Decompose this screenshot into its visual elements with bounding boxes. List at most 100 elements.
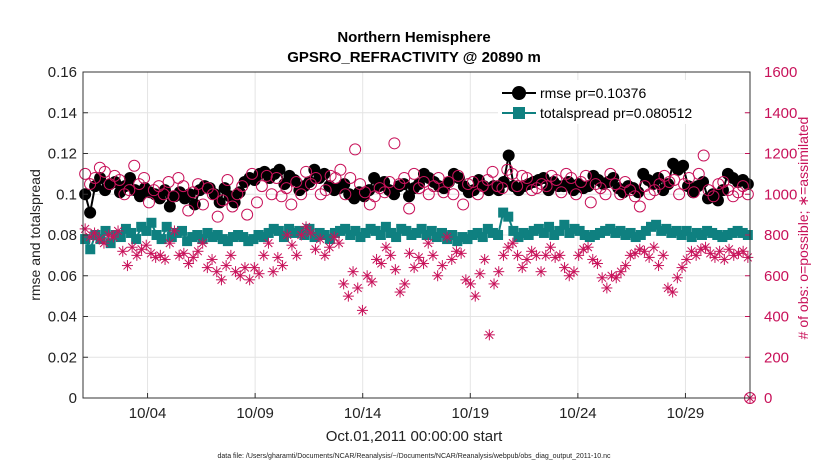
totalspread-point [131, 234, 142, 245]
legend-spread-marker [513, 107, 525, 119]
obs-possible-point [412, 182, 425, 195]
obs-possible-point [309, 171, 322, 184]
obs-assimilated-point [117, 245, 129, 257]
obs-possible-point [408, 167, 421, 180]
obs-assimilated-point [103, 229, 115, 241]
y-left-tick-label: 0.06 [48, 268, 77, 285]
obs-assimilated-point [356, 304, 368, 316]
rmse-point [273, 163, 286, 176]
obs-possible-point [624, 184, 637, 197]
rmse-point [711, 194, 724, 207]
rmse-point [123, 171, 136, 184]
totalspread-point [156, 234, 167, 245]
obs-assimilated-point [328, 231, 340, 243]
obs-possible-point [246, 167, 259, 180]
obs-assimilated-point [234, 270, 246, 282]
obs-assimilated-point [140, 239, 152, 251]
obs-possible-point [457, 198, 470, 211]
totalspread-point [187, 232, 198, 243]
obs-possible-point [128, 159, 141, 172]
obs-assimilated-point [399, 278, 411, 290]
obs-assimilated-point [512, 249, 524, 261]
obs-assimilated-point [479, 253, 491, 265]
y-left-tick-label: 0.14 [48, 105, 77, 122]
totalspread-point [273, 225, 284, 236]
obs-possible-point [486, 165, 499, 178]
obs-assimilated-point [549, 251, 561, 263]
totalspread-point [227, 232, 238, 243]
obs-possible-point [177, 180, 190, 193]
totalspread-point [702, 225, 713, 236]
totalspread-point [120, 223, 131, 234]
obs-possible-point [687, 186, 700, 199]
obs-possible-point [697, 149, 710, 162]
obs-assimilated-point [215, 274, 227, 286]
totalspread-point [335, 225, 346, 236]
obs-assimilated-point [408, 262, 420, 274]
obs-assimilated-point [385, 249, 397, 261]
totalspread-point [681, 225, 692, 236]
obs-assimilated-point [742, 251, 754, 263]
obs-assimilated-point [657, 249, 669, 261]
obs-assimilated-point [535, 266, 547, 278]
totalspread-point [105, 238, 116, 249]
obs-possible-point [712, 178, 725, 191]
obs-assimilated-point [582, 241, 594, 253]
totalspread-point [477, 232, 488, 243]
totalspread-point [732, 225, 743, 236]
totalspread-point [727, 227, 738, 238]
obs-assimilated-point [643, 251, 655, 263]
obs-assimilated-point [211, 266, 223, 278]
obs-possible-point [476, 180, 489, 193]
obs-assimilated-point [197, 237, 209, 249]
obs-assimilated-point [624, 249, 636, 261]
obs-possible-point [462, 178, 475, 191]
obs-assimilated-point [314, 233, 326, 245]
obs-assimilated-point [502, 241, 514, 253]
totalspread-point [386, 227, 397, 238]
x-tick-label: 10/14 [344, 405, 382, 422]
totalspread-point [90, 230, 101, 240]
totalspread-point [212, 230, 223, 240]
obs-assimilated-point [244, 274, 256, 286]
y-right-ticks: 0 200 400 600 800 1000 1200 1400 1600 [745, 64, 797, 407]
y-right-tick-label: 1200 [764, 146, 797, 163]
obs-possible-point [157, 188, 170, 201]
obs-possible-point [113, 173, 126, 186]
y-left-ticks: 0 0.02 0.04 0.06 0.08 0.1 0.12 0.14 0.16 [48, 64, 88, 407]
obs-assimilated-point [253, 268, 265, 280]
obs-possible-point [707, 190, 720, 203]
totalspread-point [375, 230, 386, 240]
rmse-point [84, 206, 97, 219]
totalspread-point [635, 230, 646, 240]
obs-possible-point [138, 171, 151, 184]
obs-possible-point [628, 190, 641, 203]
obs-assimilated-point [403, 247, 415, 259]
obs-assimilated-point [352, 282, 364, 294]
obs-possible-point [516, 169, 529, 182]
obs-assimilated-point [126, 241, 138, 253]
obs-assimilated-point [324, 241, 336, 253]
obs-assimilated-point [164, 237, 176, 249]
obs-possible-point [206, 188, 219, 201]
totalspread-point [579, 230, 590, 240]
totalspread-point [380, 221, 391, 232]
obs-possible-point [604, 167, 617, 180]
totalspread-point [263, 227, 274, 238]
obs-assimilated-point [258, 249, 270, 261]
totalspread-point [360, 227, 371, 238]
totalspread-point [289, 227, 300, 238]
obs-possible-point [280, 182, 293, 195]
totalspread-point [166, 232, 177, 243]
totalspread-point [161, 221, 172, 232]
obs-assimilated-point [559, 262, 571, 274]
obs-assimilated-point [606, 270, 618, 282]
legend-rmse-marker [512, 86, 526, 100]
obs-assimilated-point [375, 258, 387, 270]
obs-possible-point [393, 178, 406, 191]
totalspread-point [656, 225, 667, 236]
obs-assimilated-point [239, 262, 251, 274]
totalspread-point [284, 223, 295, 234]
obs-possible-point [722, 184, 735, 197]
obs-assimilated-point [521, 253, 533, 265]
